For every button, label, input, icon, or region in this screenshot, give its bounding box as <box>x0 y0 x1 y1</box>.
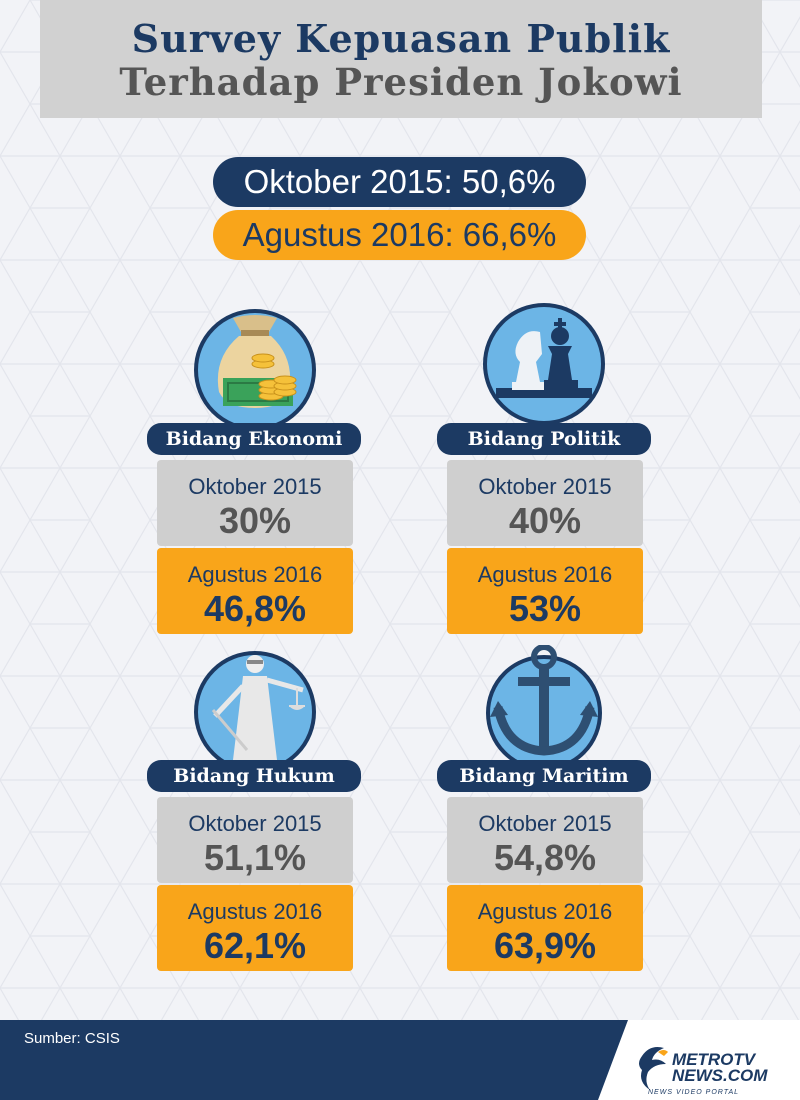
ekonomi-oktober-box: Oktober 2015 30% <box>157 460 353 546</box>
logo-tagline: NEWS VIDEO PORTAL <box>648 1089 739 1096</box>
hukum-agustus-value: 62,1% <box>203 925 307 966</box>
sector-label-hukum: Bidang Hukum <box>147 760 361 792</box>
metrotv-logo: METROTV NEWS.COM NEWS VIDEO PORTAL <box>598 1020 800 1100</box>
politik-oktober-value: 40% <box>508 500 582 541</box>
politik-agustus-label: Agustus 2016 <box>477 562 613 587</box>
sector-label-maritim: Bidang Maritim <box>437 760 651 792</box>
footer: Sumber: CSIS METROTV NEWS.COM NEWS VIDEO… <box>0 1020 800 1100</box>
source-note: Sumber: CSIS <box>24 1030 120 1047</box>
page-subtitle: Terhadap Presiden Jokowi <box>119 60 683 104</box>
header-banner: Survey Kepuasan Publik Terhadap Presiden… <box>40 0 762 118</box>
maritim-oktober-box: Oktober 2015 54,8% <box>447 797 643 883</box>
hukum-oktober-box: Oktober 2015 51,1% <box>157 797 353 883</box>
sector-label-ekonomi: Bidang Ekonomi <box>147 423 361 455</box>
maritim-agustus-value: 63,9% <box>493 925 597 966</box>
logo-line2: NEWS.COM <box>672 1066 768 1085</box>
ekonomi-oktober-value: 30% <box>218 500 292 541</box>
logo-line1: METROTV <box>672 1050 757 1069</box>
ekonomi-agustus-value: 46,8% <box>203 588 307 629</box>
ekonomi-agustus-box: Agustus 2016 46,8% <box>157 548 353 634</box>
ekonomi-oktober-label: Oktober 2015 <box>188 474 322 499</box>
maritim-oktober-label: Oktober 2015 <box>478 811 612 836</box>
anchor-icon <box>486 645 602 769</box>
hukum-agustus-box: Agustus 2016 62,1% <box>157 885 353 971</box>
ekonomi-agustus-label: Agustus 2016 <box>187 562 323 587</box>
hukum-oktober-label: Oktober 2015 <box>188 811 322 836</box>
politik-oktober-label: Oktober 2015 <box>478 474 612 499</box>
overall-oktober-pill: Oktober 2015: 50,6% <box>213 157 586 207</box>
sector-label-politik: Bidang Politik <box>437 423 651 455</box>
politik-agustus-box: Agustus 2016 53% <box>447 548 643 634</box>
overall-agustus-pill: Agustus 2016: 66,6% <box>213 210 586 260</box>
maritim-agustus-label: Agustus 2016 <box>477 899 613 924</box>
maritim-oktober-value: 54,8% <box>493 837 597 878</box>
chess-icon <box>483 303 605 425</box>
maritim-agustus-box: Agustus 2016 63,9% <box>447 885 643 971</box>
background-pattern <box>0 0 800 1020</box>
hukum-agustus-label: Agustus 2016 <box>187 899 323 924</box>
politik-oktober-box: Oktober 2015 40% <box>447 460 643 546</box>
politik-agustus-value: 53% <box>508 588 582 629</box>
page-title: Survey Kepuasan Publik <box>131 16 671 61</box>
hukum-oktober-value: 51,1% <box>203 837 307 878</box>
lady-justice-icon <box>194 651 316 773</box>
money-bag-icon <box>194 309 316 431</box>
